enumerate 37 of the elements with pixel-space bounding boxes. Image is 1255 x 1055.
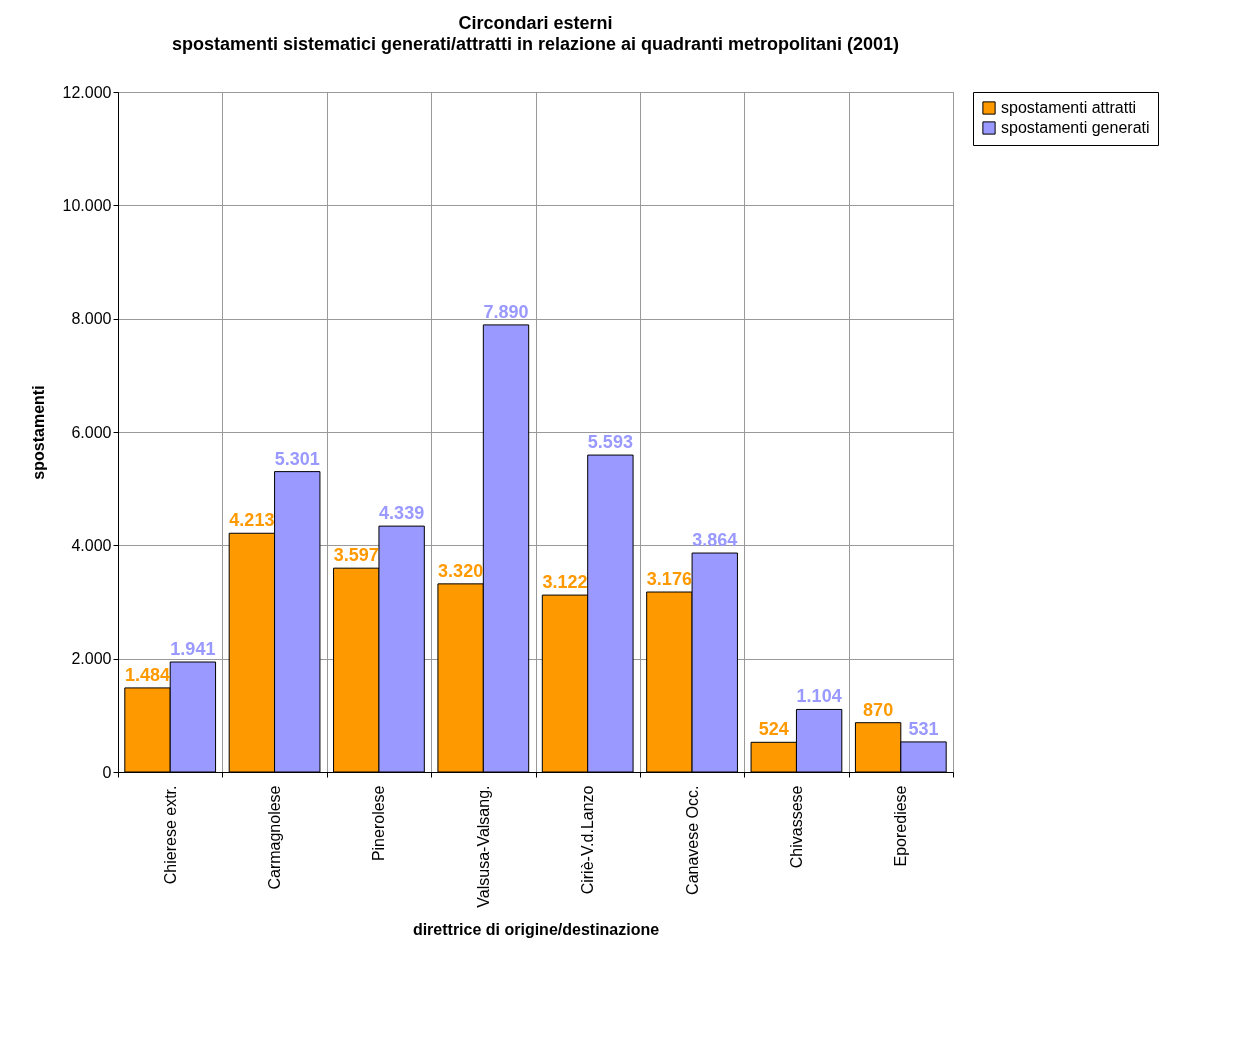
x-axis-title: direttrice di origine/destinazione xyxy=(412,920,660,938)
y-tick-label: 2.000 xyxy=(71,650,112,668)
y-tick-label: 8.000 xyxy=(71,310,112,328)
x-tick-label: Ciriè-V.d.Lanzo xyxy=(579,785,597,895)
legend-label: spostamenti attratti xyxy=(1001,99,1137,116)
x-tick-label: Valsusa-Valsang. xyxy=(474,785,492,908)
y-tick-label: 0 xyxy=(102,763,112,781)
y-tick-label: 12.000 xyxy=(62,83,112,101)
data-label: 5.301 xyxy=(274,448,320,469)
data-label: 3.122 xyxy=(542,572,588,593)
data-label: 7.890 xyxy=(483,301,529,322)
data-label: 1.104 xyxy=(796,686,842,707)
y-tick-label: 4.000 xyxy=(71,536,112,554)
x-tick-label: Eporediese xyxy=(892,785,910,867)
x-tick-label: Chivassese xyxy=(787,785,805,869)
data-label: 524 xyxy=(758,719,789,740)
data-label: 3.320 xyxy=(438,560,484,581)
chart-title: Circondari esterni xyxy=(458,13,613,33)
data-label: 531 xyxy=(908,718,939,739)
y-tick-label: 6.000 xyxy=(71,423,112,441)
data-label: 3.176 xyxy=(646,569,692,590)
x-tick-label: Chierese extr. xyxy=(161,785,179,885)
y-tick-label: 10.000 xyxy=(62,196,112,214)
data-label: 3.597 xyxy=(333,545,379,566)
data-label: 4.213 xyxy=(229,510,275,531)
data-label: 3.864 xyxy=(692,530,738,551)
chart-subtitle: spostamenti sistematici generati/attratti in relazione ai quadranti metropolitani (2001) xyxy=(171,34,900,54)
data-label: 1.941 xyxy=(170,639,216,660)
x-tick-label: Canavese Occ. xyxy=(683,785,701,895)
data-label: 870 xyxy=(863,699,894,720)
x-tick-label: Pinerolese xyxy=(370,785,388,862)
data-label: 1.484 xyxy=(124,664,171,685)
legend-label: spostamenti generati xyxy=(1001,119,1150,136)
x-tick-label: Carmagnolese xyxy=(266,785,284,890)
y-axis-title: spostamenti xyxy=(29,385,47,480)
data-label: 5.593 xyxy=(587,432,633,453)
data-label: 4.339 xyxy=(379,503,425,524)
